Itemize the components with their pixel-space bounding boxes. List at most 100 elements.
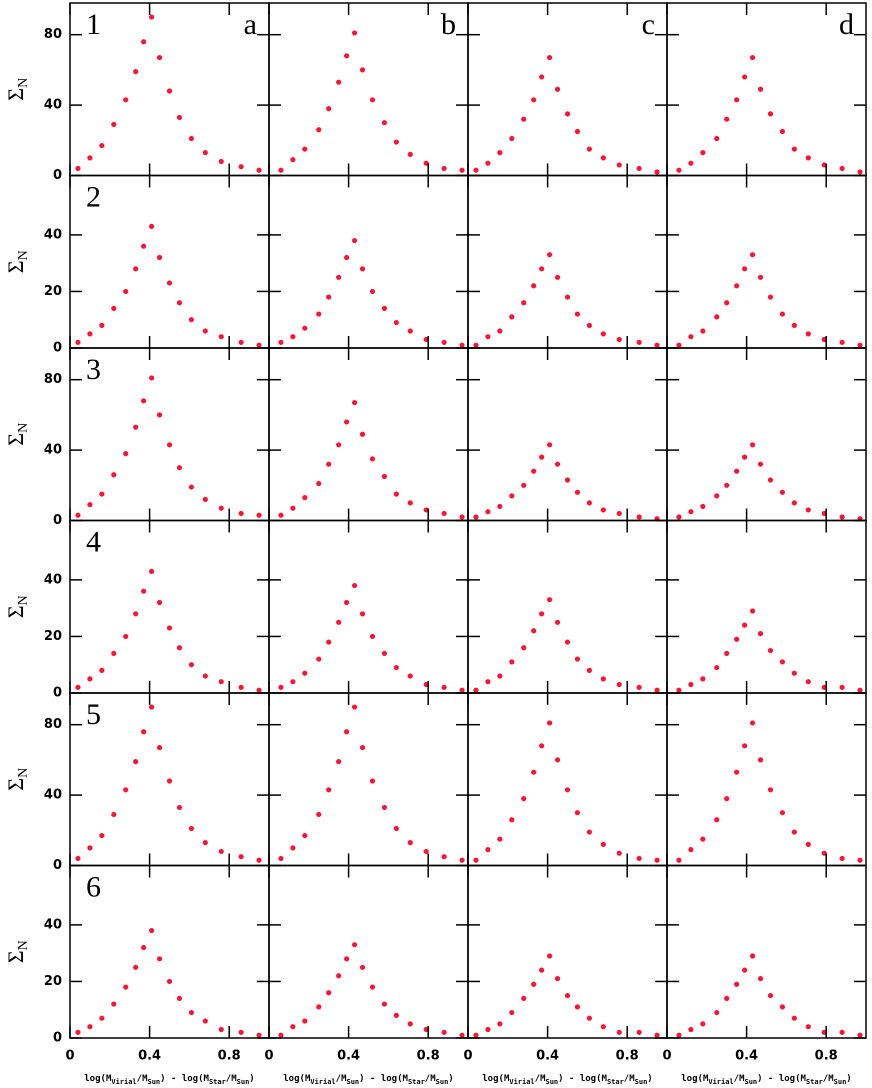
point [111,650,117,657]
point [600,155,606,161]
point [359,611,366,617]
point [111,1001,117,1007]
point [805,1024,811,1030]
point [166,88,173,94]
point [676,167,682,173]
point [742,743,748,749]
point [441,165,447,172]
x-axis-text: ) - log(M [359,1074,408,1084]
point [779,810,786,816]
point [407,500,413,506]
point [381,650,388,657]
point [381,1001,388,1007]
y-axis-label: ΣN [3,78,31,101]
x-axis-text: ) [249,1074,254,1084]
point [316,480,322,487]
point [564,992,571,999]
point [381,804,388,811]
x-axis-text: log(M [681,1074,709,1084]
point [202,840,208,846]
point [278,855,284,862]
point [218,158,224,165]
y-axis-label: ΣN [3,595,31,618]
point [326,787,332,793]
point [75,684,81,690]
point [99,491,105,497]
point [497,150,503,156]
point [539,611,545,617]
point [839,514,845,520]
panel-frame [666,174,867,349]
point [441,339,447,345]
point [351,30,358,36]
point [336,619,342,625]
y-axis-symbol: Σ [3,950,28,963]
point [554,757,561,763]
point [700,150,706,156]
x-axis-text: ) [448,1074,453,1084]
point [344,419,350,425]
x-axis-text: /M [535,1074,546,1084]
point [757,274,764,280]
point [441,684,447,690]
y-axis-subscript: N [16,423,31,433]
point [111,811,117,818]
x-axis-text: /M [336,1074,347,1084]
point [302,325,308,331]
point [202,328,208,334]
point [714,664,720,671]
point [724,116,730,122]
point [509,493,515,499]
point [473,857,479,863]
x-tick-label: 0.8 [815,1049,838,1064]
panel-letter: a [244,8,257,41]
point [123,451,129,457]
point [256,687,262,693]
point [218,334,224,340]
point [779,659,786,665]
point [742,74,748,80]
point [156,956,163,962]
point [87,331,93,337]
y-axis-subscript: N [16,78,31,88]
point [757,631,764,637]
point [176,465,183,471]
x-axis-subscript: Star [806,1078,823,1086]
point [546,720,553,726]
point [87,502,93,508]
point [714,314,720,320]
point [574,656,581,662]
point [290,1024,296,1030]
point [344,729,350,735]
point [779,128,786,135]
y-axis-label: ΣN [3,768,31,791]
point [539,743,545,749]
point [586,500,592,506]
point [148,704,155,710]
y-axis-symbol: Σ [3,605,28,618]
x-axis-subscript: Star [408,1078,425,1086]
point [688,334,694,340]
point [779,489,786,495]
point [485,334,491,340]
point [767,647,774,654]
point [521,116,527,122]
y-tick-label: 0 [53,858,62,873]
point [676,857,682,863]
point [166,625,173,631]
panel-frame [666,519,867,694]
point [188,825,194,832]
y-axis-subscript: N [16,768,31,778]
point [407,151,413,157]
point [218,1026,224,1033]
point [791,670,797,676]
point [218,505,224,511]
point [509,135,515,142]
point [749,442,756,448]
point [724,650,730,657]
x-axis-text: /M [823,1074,834,1084]
point [87,845,93,851]
point [574,311,581,317]
point [290,334,296,340]
point [99,1015,105,1021]
